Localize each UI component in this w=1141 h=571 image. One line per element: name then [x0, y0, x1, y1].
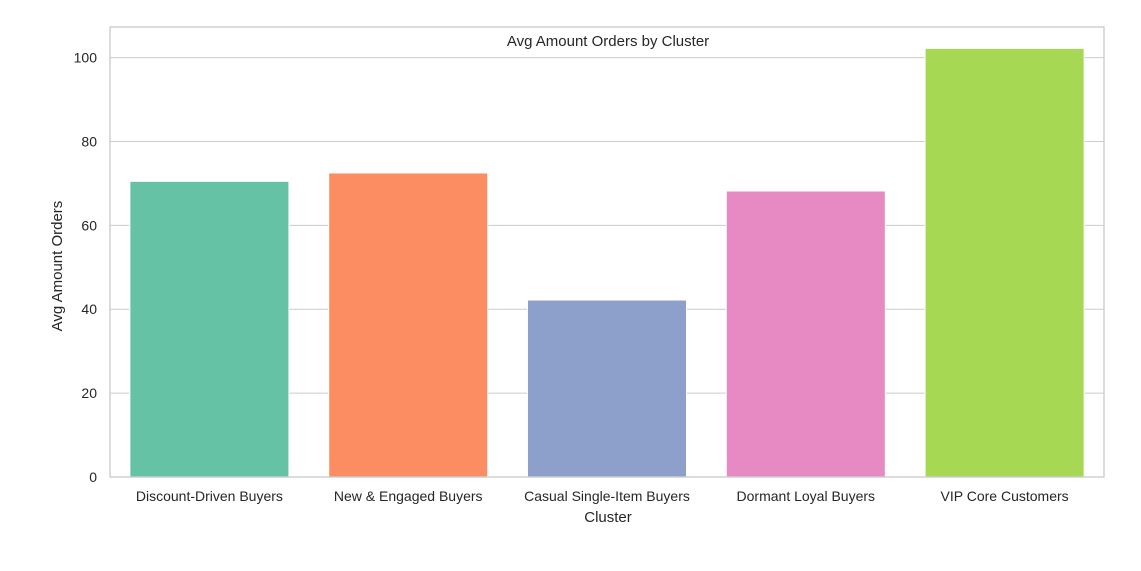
bar — [526, 299, 688, 478]
bars — [129, 47, 1085, 478]
y-tick-label: 20 — [81, 385, 97, 401]
y-axis-ticks: 0 20 40 60 80 100 — [74, 50, 98, 485]
x-tick-label: Casual Single-Item Buyers — [524, 488, 690, 504]
bar — [129, 180, 290, 478]
y-tick-label: 80 — [81, 133, 97, 149]
y-tick-label: 40 — [81, 301, 97, 317]
x-tick-label: Discount-Driven Buyers — [136, 488, 283, 504]
y-tick-label: 60 — [81, 217, 97, 233]
y-tick-label: 0 — [89, 469, 97, 485]
x-axis-ticks: Discount-Driven Buyers New & Engaged Buye… — [136, 488, 1069, 504]
plot-frame — [109, 26, 1105, 478]
x-tick-label: Dormant Loyal Buyers — [737, 488, 876, 504]
bar — [924, 47, 1085, 478]
chart-title: Avg Amount Orders by Cluster — [507, 33, 709, 50]
x-axis-label: Cluster — [584, 509, 632, 526]
x-tick-label: New & Engaged Buyers — [334, 488, 483, 504]
x-tick-label: VIP Core Customers — [941, 488, 1069, 504]
y-tick-label: 100 — [74, 50, 98, 66]
bar — [725, 190, 886, 478]
bar — [328, 172, 489, 478]
y-axis-label: Avg Amount Orders — [49, 201, 66, 332]
